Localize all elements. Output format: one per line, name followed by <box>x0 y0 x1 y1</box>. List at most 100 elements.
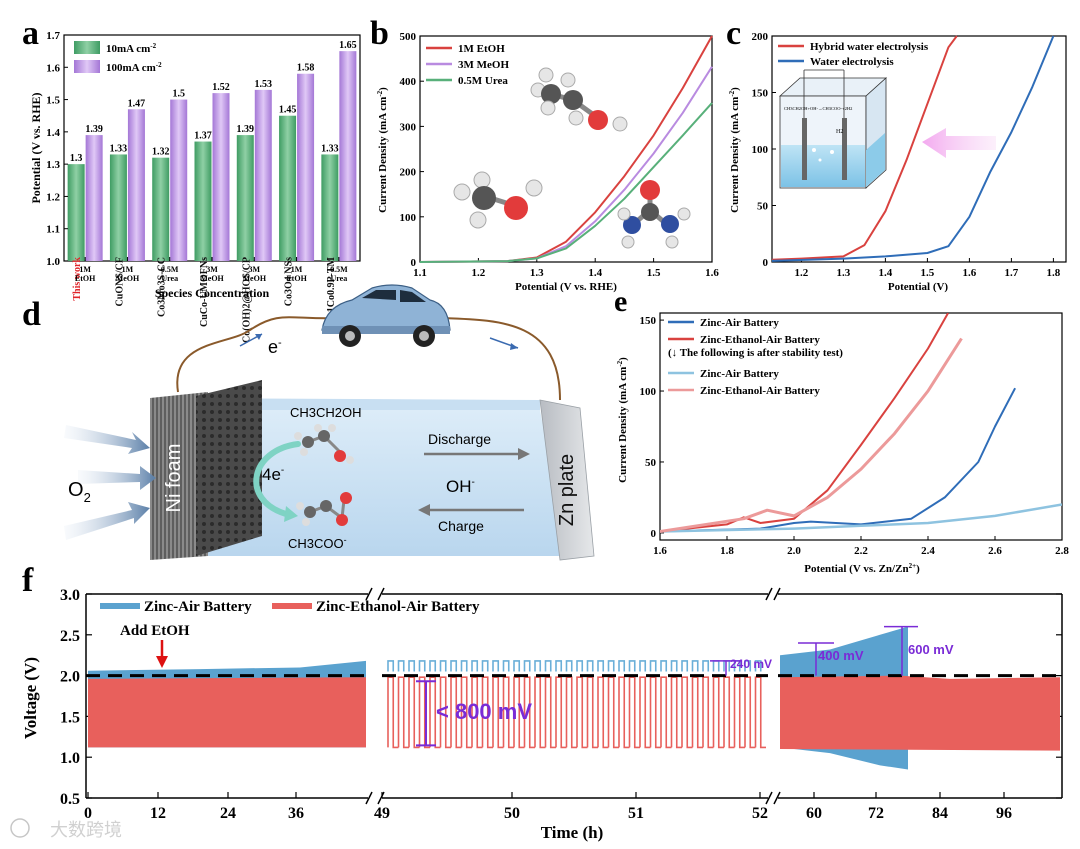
bar-10ma <box>321 154 339 261</box>
series-line <box>660 503 1062 533</box>
panel-e-legend: Zinc-Air Battery Zinc-Ethanol-Air Battery… <box>668 317 820 397</box>
panel-label-e: e <box>614 285 627 318</box>
ethanol-molecule-icon <box>530 67 628 132</box>
bar-name-label: Zn0.1Co0.9P-TM <box>326 256 337 332</box>
panel-b-plot-frame <box>419 35 713 263</box>
x-category-line: 0.5M <box>161 265 179 274</box>
zn-plate-label: Zn plate <box>556 454 578 526</box>
x-category-line: Urea <box>161 274 178 283</box>
y-tick-label: 300 <box>400 121 417 133</box>
x-tick-label: 1.8 <box>720 545 734 557</box>
bar-value-label: 1.45 <box>279 105 297 116</box>
x-tick-label: 1.4 <box>879 267 893 279</box>
y-tick-label: 500 <box>400 31 417 43</box>
bar-10ma <box>67 164 85 261</box>
x-tick-label: 1.1 <box>413 267 427 279</box>
electron-label: e- <box>268 337 282 357</box>
x-category-line: 1M <box>122 265 134 274</box>
bar-value-label: 1.58 <box>297 63 315 74</box>
methanol-molecule-icon <box>453 171 543 229</box>
cycling-traces <box>387 660 766 749</box>
panel-c-y-axis-label: Current Density (mA cm-2) <box>728 87 741 213</box>
panel-f-content: 0.5 1.0 1.5 2.0 2.5 3.0 Add EtOH < 800 mV 240 mV… <box>60 587 1063 822</box>
legend-label: Water electrolysis <box>810 56 894 68</box>
inset-arrow-icon <box>922 128 996 158</box>
panel-label-b: b <box>370 15 389 52</box>
legend-label: 0.5M Urea <box>458 75 508 87</box>
legend-label: Zinc-Air Battery <box>700 368 779 380</box>
y-tick-label: 200 <box>752 31 769 43</box>
y-tick-label: 1.2 <box>46 191 60 203</box>
bar-value-label: 1.52 <box>212 82 230 93</box>
x-tick-label: 1.8 <box>1047 267 1061 279</box>
acetate-molecule-icon <box>296 492 352 526</box>
legend-label: Zinc-Ethanol-Air Battery <box>316 599 480 615</box>
reaction-arrowhead <box>284 506 298 522</box>
bar-10ma <box>279 115 297 261</box>
panel-d: d e- Ni foam Zn plate <box>22 284 595 561</box>
four-electron-label: 4e- <box>262 465 284 484</box>
x-category-line: MeOH <box>200 274 224 283</box>
panel-c-ticks: 1.2 1.3 1.4 1.5 1.6 1.7 1.8 0 50 100 150 200 <box>752 31 1061 279</box>
electrolyzer-inset-icon: CH3CH2OH+OH-→CH3COO-+2H2 H2 <box>778 69 888 189</box>
bar-name-label: CuCo-UMOFNs <box>199 257 210 327</box>
panel-a-y-ticks: 1.0 1.1 1.2 1.3 1.4 1.5 1.6 1.7 <box>46 30 68 268</box>
x-tick-label: 36 <box>288 805 304 822</box>
axis-break <box>377 587 385 601</box>
panel-c-x-axis-label: Potential (V) <box>888 281 949 293</box>
y-tick-label: 200 <box>400 167 417 179</box>
watermark-text: 大数跨境 <box>50 820 122 840</box>
ni-foam-electrode <box>150 392 208 560</box>
y-tick-label: 0 <box>651 528 657 540</box>
y-tick-label: 1.5 <box>60 709 80 726</box>
bar-100ma <box>212 93 230 261</box>
bar-name-label: This work <box>72 257 83 301</box>
y-tick-label: 1.7 <box>46 30 60 42</box>
axis-break <box>377 791 385 805</box>
x-tick-label: 72 <box>868 805 884 822</box>
x-tick-label: 2.6 <box>988 545 1002 557</box>
x-tick-label: 1.2 <box>472 267 486 279</box>
x-tick-label: 1.6 <box>653 545 667 557</box>
x-tick-label: 1.6 <box>963 267 977 279</box>
y-tick-label: 1.6 <box>46 62 60 74</box>
x-tick-label: 2.0 <box>787 545 801 557</box>
x-tick-label: 1.7 <box>1005 267 1019 279</box>
x-tick-label: 96 <box>996 805 1012 822</box>
bar-10ma <box>194 141 212 261</box>
axis-break <box>773 587 781 601</box>
o2-label: O2 <box>68 479 91 505</box>
y-tick-label: 400 <box>400 76 417 88</box>
x-category-line: 1M <box>79 265 91 274</box>
gap-annotation: < 800 mV <box>436 699 532 724</box>
panel-c: c CH3CH2OH+OH-→CH3COO-+2H2 H2 1.2 1.3 1.4 1… <box>726 15 1067 293</box>
x-tick-label: 1.2 <box>795 267 809 279</box>
y-tick-label: 1.0 <box>46 256 60 268</box>
watermark-logo-icon <box>10 818 30 838</box>
add-etoh-arrowhead <box>156 656 168 668</box>
y-tick-label: 1.1 <box>46 224 60 236</box>
bar-value-label: 1.33 <box>110 143 128 154</box>
y-tick-label: 0 <box>411 257 417 269</box>
bar-value-label: 1.33 <box>321 143 339 154</box>
charge-arrowhead <box>418 504 430 516</box>
y-tick-label: 50 <box>645 457 657 469</box>
panel-f: f 0.5 1.0 1.5 2.0 2.5 3.0 Add EtOH < 800 mV 240 … <box>21 562 1063 842</box>
y-tick-label: 1.4 <box>46 127 60 139</box>
y-tick-label: 150 <box>752 88 769 100</box>
ethanol-label: CH3CH2OH <box>290 405 362 420</box>
y-tick-label: 2.0 <box>60 669 80 686</box>
legend-label: Zinc-Ethanol-Air Battery <box>700 334 820 346</box>
panel-e-y-axis-label: Current Density (mA cm-2) <box>616 357 629 483</box>
zinc-air-cycles <box>387 660 762 672</box>
axis-break <box>765 791 773 805</box>
electron-flow-arrows <box>239 333 519 350</box>
x-category-line: 3M <box>206 265 218 274</box>
y-tick-label: 100 <box>400 212 417 224</box>
panel-b-lines <box>419 35 713 263</box>
x-tick-label: 2.2 <box>854 545 868 557</box>
legend-label: 1M EtOH <box>458 43 505 55</box>
bar-value-label: 1.32 <box>152 147 170 158</box>
panel-e-ticks: 1.6 1.8 2.0 2.2 2.4 2.6 2.8 0 50 100 150 <box>640 315 1070 557</box>
